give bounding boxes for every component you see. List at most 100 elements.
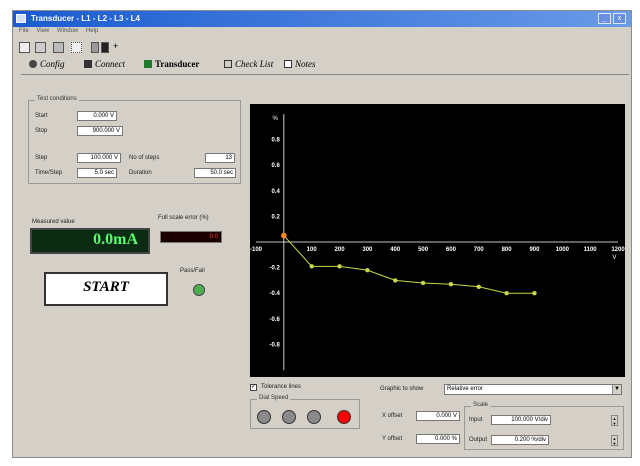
tab-notes-label: Notes	[295, 59, 316, 69]
connect-icon	[84, 60, 92, 68]
output-scale-field[interactable]: 0.200 %/div	[491, 435, 549, 445]
x-tick-label: 500	[418, 247, 429, 253]
xoffset-field[interactable]: 0.000 V	[416, 411, 460, 421]
step-label: Step	[35, 155, 48, 161]
y-tick-label: 0.4	[272, 189, 281, 195]
data-point	[420, 280, 426, 286]
x-tick-label: 800	[502, 247, 513, 253]
stop-label: Stop	[35, 128, 48, 134]
y-tick-label: 0.6	[272, 163, 281, 169]
printer-icon[interactable]	[53, 42, 64, 53]
config-icon	[29, 60, 37, 68]
yoffset-field[interactable]: 0.000 %	[416, 434, 460, 444]
tab-notes[interactable]: Notes	[284, 59, 316, 73]
time-label: Time/Step	[35, 170, 63, 176]
fullscale-label: Full scale error (%)	[158, 215, 209, 221]
duration-field[interactable]: 50.0 sec	[194, 168, 236, 178]
y-axis-marker: %	[273, 116, 279, 122]
x-tick-label: 1000	[556, 247, 570, 253]
tab-config-label: Config	[40, 59, 65, 69]
relative-error-chart: -100 100 200 300 400 500 600 700 800 900 1000 1100 1…	[250, 114, 625, 370]
x-tick-label: 400	[390, 247, 401, 253]
step-field[interactable]: 100.000 V	[77, 153, 121, 163]
x-tick-label: 300	[362, 247, 373, 253]
menu-help[interactable]: Help	[85, 28, 99, 34]
x-tick-label: 900	[529, 247, 540, 253]
input-scale-field[interactable]: 100.000 V/div	[491, 415, 551, 425]
fullscale-display: 0.0	[160, 231, 222, 243]
checklist-icon	[224, 60, 232, 68]
menu-view[interactable]: View	[36, 28, 50, 34]
series-line	[283, 235, 535, 294]
data-point	[337, 264, 342, 269]
duration-label: Duration	[129, 170, 152, 176]
app-icon	[16, 14, 26, 23]
plus-icon[interactable]: +	[113, 41, 119, 51]
window-title: Transducer - L1 - L2 - L3 - L4	[31, 14, 140, 23]
scale-label: Scale	[471, 402, 491, 408]
list-icon[interactable]	[71, 42, 82, 53]
start-label: Start	[35, 113, 48, 119]
output-scale-spinner[interactable]: ▲ ▼	[611, 435, 618, 446]
close-button[interactable]: x	[613, 13, 626, 24]
start-button[interactable]: START	[44, 272, 168, 306]
tab-config[interactable]: Config	[29, 59, 65, 73]
x-tick-label: 1100	[584, 247, 598, 253]
menu-file[interactable]: File	[19, 28, 29, 34]
passfail-label: Pass/Fail	[180, 268, 205, 274]
graphic-select[interactable]: Relative error ▼	[444, 384, 622, 395]
yoffset-label: Y offset	[382, 436, 403, 442]
menu-window[interactable]: Window	[56, 28, 79, 34]
test-conditions-label: Test conditions	[35, 96, 79, 102]
measured-label: Measured value	[32, 219, 75, 225]
passfail-indicator	[193, 284, 205, 296]
measured-display: 0.0mA	[30, 228, 150, 254]
tab-checklist-label: Check List	[235, 59, 274, 69]
y-tick-label: -0.4	[270, 291, 281, 297]
x-tick-label: 100	[307, 247, 318, 253]
toolbar: +	[13, 39, 631, 57]
menu-bar: File View Window Help	[13, 28, 631, 38]
y-tick-label: -0.6	[270, 317, 281, 323]
data-point	[393, 278, 398, 283]
print-icon[interactable]	[35, 42, 46, 53]
tab-connect[interactable]: Connect	[84, 59, 125, 73]
tolerance-checkbox[interactable]: ✓	[250, 384, 257, 391]
graphic-select-value: Relative error	[447, 386, 484, 392]
title-bar[interactable]: Transducer - L1 - L2 - L3 - L4 _ x	[13, 11, 631, 27]
start-field[interactable]: 0.000 V	[77, 111, 117, 121]
time-field[interactable]: 5.0 sec	[77, 168, 117, 178]
nsteps-field[interactable]: 13	[205, 153, 235, 163]
dial-speed-group: Dial Speed	[250, 395, 360, 429]
data-point	[309, 264, 314, 269]
test-conditions-group: Test conditions Start 0.000 V Stop 900.0…	[28, 96, 241, 184]
stop-field[interactable]: 900.000 V	[77, 126, 123, 136]
dial-speed-4[interactable]	[337, 410, 351, 424]
data-point	[504, 291, 509, 296]
new-icon[interactable]	[19, 42, 30, 53]
tab-connect-label: Connect	[95, 59, 125, 69]
tolerance-label: Tolerance lines	[261, 384, 302, 390]
grid-icon[interactable]	[91, 42, 99, 53]
chevron-down-icon[interactable]: ▼	[612, 385, 621, 394]
dial-speed-2[interactable]	[282, 410, 296, 424]
data-point	[532, 291, 537, 296]
data-point	[281, 232, 287, 239]
dial-speed-1[interactable]	[257, 410, 271, 424]
transducer-icon	[144, 60, 152, 68]
x-tick-label: 600	[446, 247, 457, 253]
data-point	[365, 267, 370, 273]
y-tick-label: -0.2	[270, 266, 281, 272]
minimize-button[interactable]: _	[598, 13, 611, 24]
x-tick-label: 1200	[611, 247, 625, 253]
dial-speed-label: Dial Speed	[257, 395, 291, 401]
y-tick-label: -0.8	[270, 342, 281, 348]
x-unit-label: V	[612, 255, 616, 261]
data-point	[476, 284, 481, 289]
tab-transducer[interactable]: Transducer	[144, 59, 199, 73]
tab-checklist[interactable]: Check List	[224, 59, 273, 73]
color-icon[interactable]	[101, 42, 109, 53]
x-tick-label: -100	[250, 247, 263, 253]
dial-speed-3[interactable]	[307, 410, 321, 424]
input-scale-spinner[interactable]: ▲ ▼	[611, 415, 618, 426]
